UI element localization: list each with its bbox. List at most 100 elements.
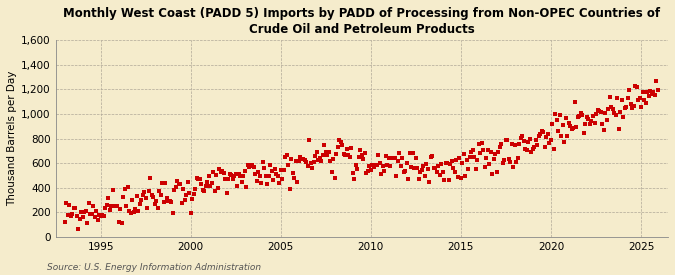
Point: [504, 156, 514, 161]
Point: [109, 204, 119, 208]
Point: [496, 142, 507, 146]
Point: [241, 185, 252, 189]
Point: [205, 184, 215, 189]
Point: [531, 137, 541, 142]
Point: [267, 169, 277, 173]
Point: [622, 96, 633, 101]
Point: [591, 112, 601, 116]
Point: [577, 112, 588, 117]
Point: [115, 207, 126, 211]
Point: [502, 138, 513, 142]
Point: [182, 180, 193, 184]
Point: [433, 164, 443, 169]
Point: [533, 134, 544, 139]
Point: [207, 181, 217, 185]
Point: [582, 115, 593, 120]
Point: [443, 178, 454, 183]
Point: [230, 172, 241, 176]
Point: [403, 177, 414, 181]
Point: [121, 204, 132, 208]
Point: [624, 87, 634, 92]
Point: [598, 128, 609, 132]
Point: [640, 101, 651, 105]
Point: [613, 127, 624, 131]
Point: [288, 171, 298, 175]
Point: [187, 197, 198, 201]
Point: [154, 188, 165, 193]
Point: [578, 131, 589, 135]
Point: [425, 155, 436, 159]
Point: [361, 171, 372, 175]
Point: [99, 214, 109, 218]
Point: [247, 163, 258, 167]
Point: [632, 97, 643, 102]
Point: [580, 122, 591, 126]
Point: [585, 122, 595, 127]
Point: [167, 211, 178, 216]
Point: [605, 104, 616, 109]
Point: [332, 145, 343, 149]
Point: [268, 178, 279, 183]
Point: [321, 150, 331, 154]
Point: [190, 187, 200, 191]
Point: [435, 173, 446, 177]
Point: [188, 192, 199, 196]
Point: [130, 207, 140, 212]
Point: [337, 143, 348, 148]
Point: [334, 138, 345, 142]
Point: [271, 171, 281, 176]
Point: [157, 181, 167, 185]
Point: [523, 140, 534, 145]
Point: [636, 105, 647, 109]
Point: [274, 181, 285, 185]
Point: [574, 114, 585, 118]
Point: [547, 122, 558, 126]
Point: [346, 146, 356, 151]
Point: [592, 108, 603, 112]
Point: [126, 211, 136, 215]
Point: [551, 117, 562, 122]
Point: [365, 168, 376, 172]
Point: [442, 161, 453, 165]
Point: [83, 201, 94, 205]
Point: [599, 111, 610, 115]
Point: [468, 148, 479, 153]
Point: [539, 144, 550, 149]
Point: [501, 138, 512, 142]
Point: [350, 163, 361, 167]
Point: [302, 164, 313, 169]
Point: [94, 213, 105, 217]
Point: [158, 199, 169, 204]
Point: [349, 177, 360, 182]
Point: [556, 134, 567, 139]
Point: [338, 152, 349, 156]
Point: [151, 199, 161, 204]
Point: [618, 115, 628, 119]
Point: [221, 191, 232, 195]
Point: [163, 199, 173, 204]
Point: [458, 152, 469, 156]
Point: [124, 209, 134, 213]
Point: [313, 158, 324, 163]
Point: [59, 220, 70, 224]
Point: [92, 218, 103, 222]
Point: [583, 116, 594, 121]
Point: [127, 198, 138, 202]
Point: [315, 156, 325, 160]
Point: [439, 178, 450, 182]
Point: [70, 206, 80, 210]
Point: [277, 177, 288, 182]
Point: [226, 173, 237, 178]
Point: [139, 189, 150, 194]
Point: [296, 156, 307, 161]
Point: [275, 167, 286, 172]
Point: [259, 166, 269, 170]
Point: [160, 181, 171, 185]
Point: [352, 167, 362, 172]
Point: [117, 194, 128, 199]
Point: [446, 159, 457, 164]
Point: [576, 111, 587, 116]
Point: [61, 201, 72, 205]
Point: [511, 160, 522, 164]
Point: [85, 212, 96, 216]
